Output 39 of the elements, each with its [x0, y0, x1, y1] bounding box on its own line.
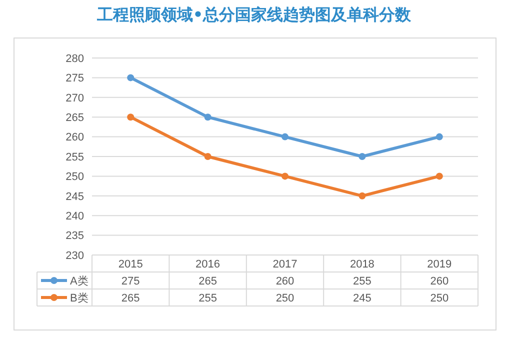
x-tick-label: 2015 [118, 258, 143, 270]
y-tick-label: 240 [66, 210, 84, 222]
y-tick-label: 255 [66, 151, 84, 164]
data-label: 255 [353, 275, 372, 288]
legend-label: B类 [70, 291, 88, 304]
x-tick-label: 2016 [196, 258, 220, 270]
y-tick-label: 280 [66, 52, 84, 65]
point [436, 133, 443, 140]
legend-label: A类 [70, 274, 88, 288]
data-label: 275 [121, 275, 140, 288]
data-label: 265 [198, 275, 217, 288]
y-tick-label: 265 [66, 112, 84, 124]
x-tick-label: 2018 [350, 258, 374, 270]
point [204, 114, 212, 121]
y-tick-label: 235 [66, 230, 84, 242]
point [358, 192, 366, 200]
data-label: 250 [276, 292, 294, 304]
point [436, 172, 443, 180]
x-tick-label: 2019 [427, 258, 452, 270]
y-tick-label: 275 [66, 72, 84, 85]
point [127, 74, 134, 82]
y-tick-label: 230 [66, 250, 84, 262]
point [358, 153, 366, 160]
point [282, 172, 288, 180]
y-tick-label: 260 [66, 132, 84, 144]
data-label: 250 [430, 292, 449, 304]
y-tick-label: 270 [66, 92, 84, 104]
x-tick-label: 2017 [272, 258, 298, 270]
point [127, 114, 134, 121]
chart-title: 工程照顾领域•总分国家线趋势图及单科分数 [96, 5, 412, 24]
data-label: 260 [430, 275, 449, 288]
data-label: 260 [276, 275, 294, 288]
data-label: 265 [121, 292, 140, 304]
point [282, 133, 288, 140]
y-tick-label: 250 [66, 171, 84, 184]
y-tick-label: 245 [66, 190, 84, 203]
point [204, 153, 212, 160]
data-label: 255 [198, 292, 217, 304]
data-label: 245 [353, 292, 372, 304]
